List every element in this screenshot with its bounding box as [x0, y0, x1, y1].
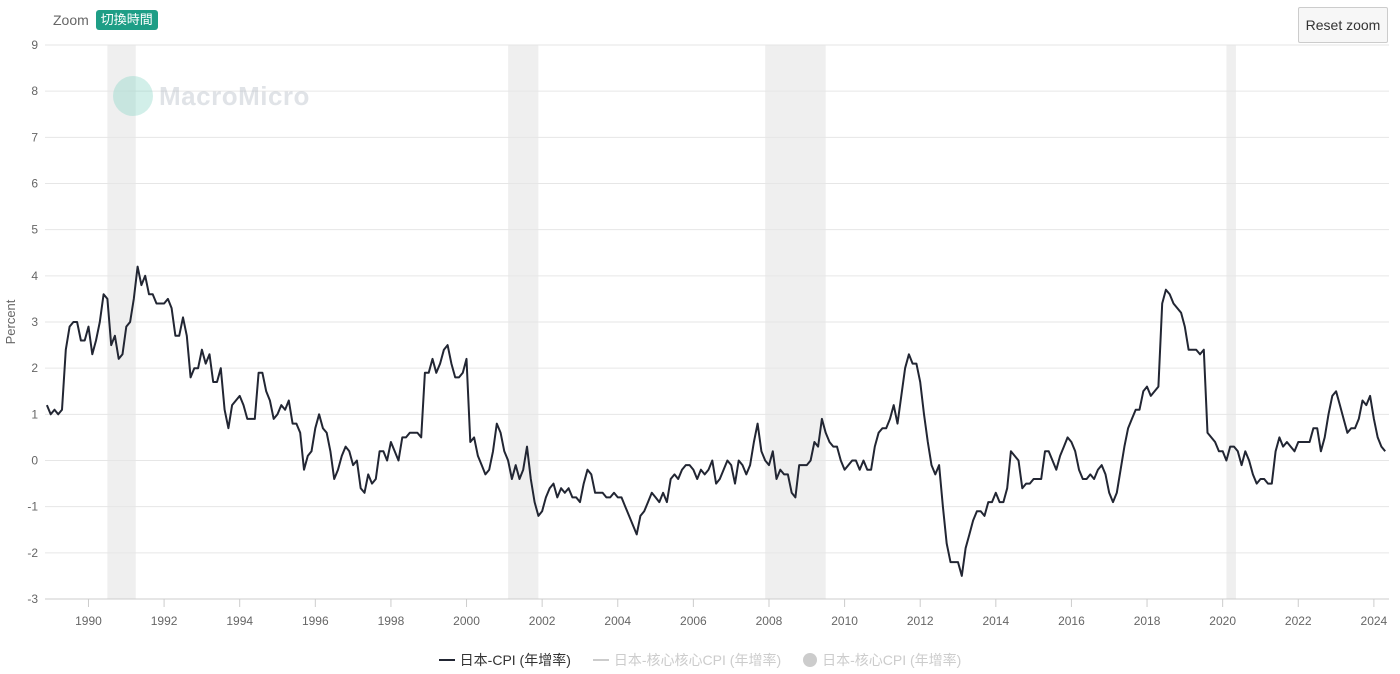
y-tick-label: 7: [31, 130, 38, 144]
x-tick-label: 1992: [151, 614, 178, 628]
legend-item-core-cpi[interactable]: 日本-核心CPI (年增率): [803, 650, 961, 670]
legend-dot-symbol: [803, 653, 818, 667]
legend-label: 日本-核心CPI (年增率): [822, 652, 962, 668]
y-tick-label: -1: [27, 500, 38, 514]
x-tick-label: 2024: [1361, 614, 1388, 628]
x-tick-label: 2018: [1134, 614, 1161, 628]
legend-label: 日本-CPI (年增率): [459, 652, 571, 668]
y-tick-label: 6: [31, 177, 38, 191]
chart-legend: 日本-CPI (年增率) 日本-核心核心CPI (年增率) 日本-核心CPI (…: [0, 650, 1400, 670]
legend-line-symbol: [438, 659, 455, 661]
x-axis-ticks: 1990 1992 1994 1996 1998 2000 2002 2004 2006 2008…: [75, 599, 1388, 628]
series-line-cpi: [45, 265, 1386, 577]
series-lines: [45, 265, 1386, 577]
x-tick-label: 2016: [1058, 614, 1085, 628]
y-tick-label: 0: [31, 454, 38, 468]
x-tick-label: 1998: [378, 614, 405, 628]
y-axis-ticks: -3 -2 -1 0 1 2 3 4 5 6 7 8 9: [27, 38, 38, 606]
zoom-toolbar: Zoom 切換時間: [53, 10, 158, 30]
x-tick-label: 1996: [302, 614, 329, 628]
legend-item-core-core-cpi[interactable]: 日本-核心核心CPI (年增率): [592, 650, 782, 670]
gridlines: [45, 44, 1389, 600]
y-axis-label: Percent: [3, 299, 18, 344]
x-tick-label: 2006: [680, 614, 707, 628]
y-tick-label: 4: [31, 269, 38, 283]
x-tick-label: 2020: [1209, 614, 1236, 628]
legend-item-cpi[interactable]: 日本-CPI (年增率): [438, 650, 571, 670]
y-tick-label: 5: [31, 223, 38, 237]
y-tick-label: 8: [31, 84, 38, 98]
y-tick-label: 1: [31, 407, 38, 421]
reset-zoom-button[interactable]: Reset zoom: [1298, 7, 1388, 43]
switch-time-button[interactable]: 切換時間: [95, 10, 158, 30]
y-tick-label: -2: [27, 546, 38, 560]
macromicro-logo-icon: [113, 76, 153, 116]
y-tick-label: 2: [31, 361, 38, 375]
x-tick-label: 2014: [982, 614, 1009, 628]
x-tick-label: 2002: [529, 614, 556, 628]
y-tick-label: -3: [27, 592, 38, 606]
x-tick-label: 2022: [1285, 614, 1312, 628]
y-tick-label: 9: [31, 38, 38, 52]
x-tick-label: 2012: [907, 614, 934, 628]
legend-line-symbol: [592, 659, 609, 661]
zoom-label: Zoom: [53, 12, 89, 28]
legend-label: 日本-核心核心CPI (年增率): [613, 652, 782, 668]
x-tick-label: 2010: [831, 614, 858, 628]
x-tick-label: 2004: [604, 614, 631, 628]
x-tick-label: 2000: [453, 614, 480, 628]
x-tick-label: 1994: [226, 614, 253, 628]
y-tick-label: 3: [31, 315, 38, 329]
x-tick-label: 2008: [756, 614, 783, 628]
watermark-text: MacroMicro: [159, 80, 310, 111]
macromicro-watermark: MacroMicro: [113, 76, 310, 116]
x-tick-label: 1990: [75, 614, 102, 628]
